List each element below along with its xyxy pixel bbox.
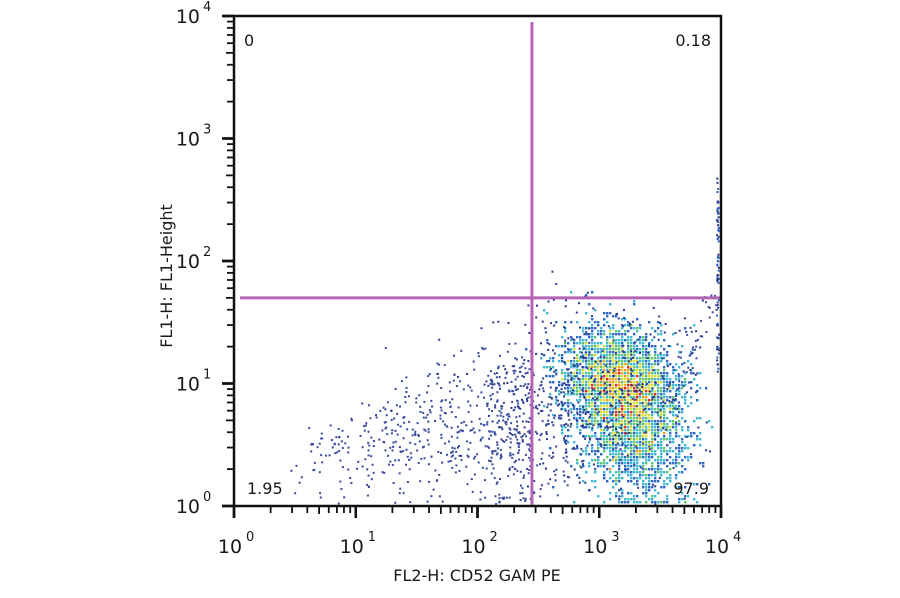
svg-text:4: 4 (203, 0, 211, 15)
x-tick-label: 10 3 (583, 530, 619, 558)
quadrant-percent-upper-left: 0 (244, 31, 254, 50)
y-axis-title: FL1-H: FL1-Height (157, 204, 176, 348)
svg-text:10: 10 (218, 536, 242, 558)
quadrant-percent-upper-right: 0.18 (675, 31, 711, 50)
svg-text:2: 2 (203, 245, 211, 260)
svg-text:10: 10 (176, 251, 200, 273)
x-axis-title: FL2-H: CD52 GAM PE (393, 566, 561, 585)
svg-text:3: 3 (203, 123, 211, 138)
quadrant-percent-lower-right: 97.9 (673, 479, 709, 498)
svg-text:0: 0 (203, 490, 211, 505)
svg-text:4: 4 (733, 530, 741, 545)
y-tick-label: 10 4 (176, 0, 211, 28)
y-tick-label: 10 1 (176, 368, 211, 396)
svg-text:10: 10 (176, 129, 200, 151)
y-tick-label: 10 0 (176, 490, 211, 518)
quadrant-percent-lower-left: 1.95 (247, 479, 283, 498)
svg-text:10: 10 (340, 536, 364, 558)
svg-text:0: 0 (246, 530, 254, 545)
svg-text:10: 10 (176, 374, 200, 396)
y-tick-label: 10 3 (176, 123, 211, 151)
svg-text:1: 1 (203, 368, 211, 383)
x-tick-label: 10 2 (461, 530, 497, 558)
svg-text:3: 3 (611, 530, 619, 545)
x-tick-label: 10 4 (705, 530, 741, 558)
svg-text:10: 10 (705, 536, 729, 558)
events-scatter (290, 177, 720, 506)
plot-axes (222, 14, 723, 518)
svg-text:10: 10 (583, 536, 607, 558)
x-tick-label: 10 0 (218, 530, 254, 558)
quadrant-gate[interactable] (240, 22, 721, 506)
svg-text:2: 2 (490, 530, 498, 545)
svg-text:10: 10 (176, 496, 200, 518)
y-tick-label: 10 2 (176, 245, 211, 273)
svg-text:10: 10 (461, 536, 485, 558)
svg-text:1: 1 (368, 530, 376, 545)
svg-text:10: 10 (176, 6, 200, 28)
x-tick-label: 10 1 (340, 530, 376, 558)
plot-frame (232, 14, 723, 508)
